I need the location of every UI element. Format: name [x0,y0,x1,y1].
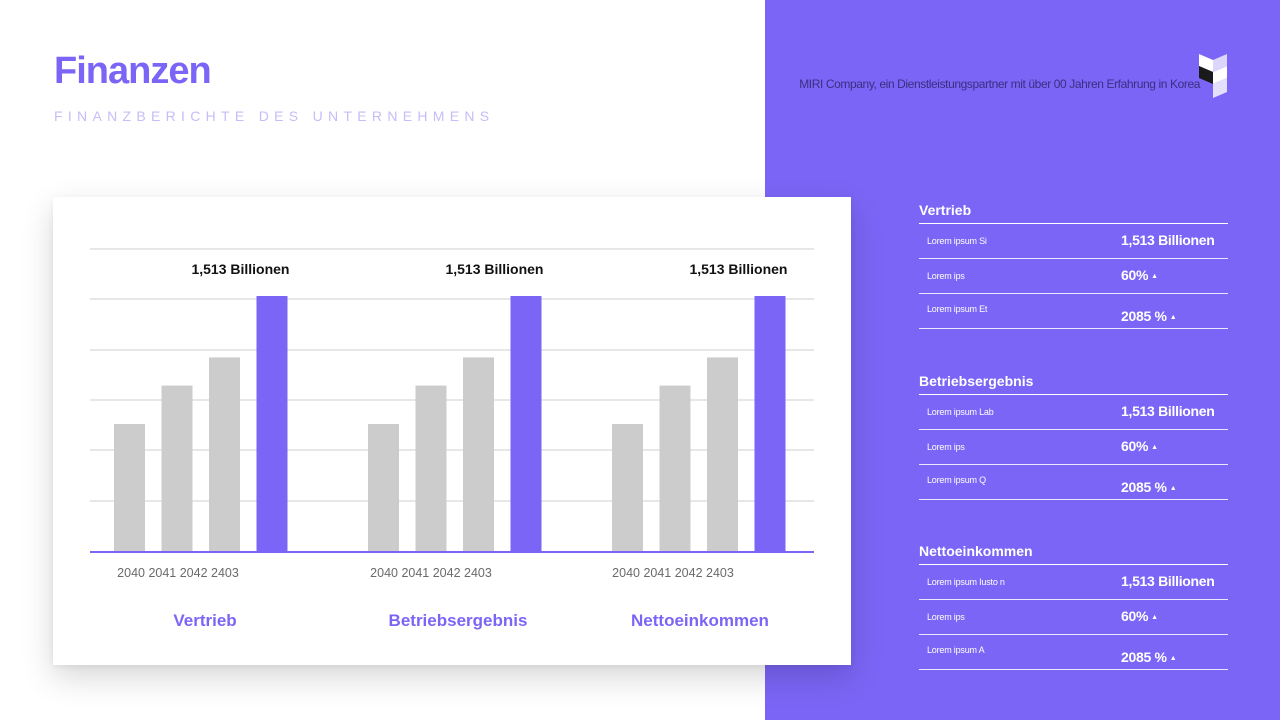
info-value-text: 2085 % [1121,479,1167,495]
info-value: 1,513 Billionen [1121,403,1218,419]
bar [754,296,786,552]
up-arrow-icon: ▲ [1169,655,1177,662]
info-label: Lorem ipsum Iusto n [927,577,1005,587]
info-section-betriebsergebnis: Betriebsergebnis Lorem ipsum Lab 1,513 B… [919,371,1228,500]
up-arrow-icon: ▲ [1151,273,1158,280]
info-value: 60% ▲ [1121,608,1158,624]
cube-logo-icon [1199,54,1227,98]
info-section-vertrieb: Vertrieb Lorem ipsum Si 1,513 Billionen … [919,200,1228,329]
bar [707,357,738,552]
bar [368,424,399,552]
info-value: 2085 % ▲ [1121,649,1177,665]
company-tagline: MIRI Company, ein Dienstleistungspartner… [799,77,1200,91]
up-arrow-icon: ▲ [1169,314,1177,321]
chart-card: 1,513 Billionen 2040 2041 2042 2403 Vertri… [53,197,851,665]
info-value-text: 1,513 Billionen [1121,232,1215,248]
info-label: Lorem ipsum Q [927,475,986,485]
info-value-text: 1,513 Billionen [1121,573,1215,589]
info-row: Lorem ipsum Lab 1,513 Billionen [919,395,1228,430]
info-row: Lorem ips 60% ▲ [919,430,1228,465]
info-row: Lorem ipsum A 2085 % ▲ [919,635,1228,670]
info-value-text: 2085 % [1121,308,1167,324]
info-value-text: 1,513 Billionen [1121,403,1215,419]
info-row: Lorem ipsum Et 2085 % ▲ [919,294,1228,329]
info-value: 1,513 Billionen [1121,232,1218,248]
tick-label-row: 2040 2041 2042 2403 [117,566,239,580]
info-row: Lorem ipsum Q 2085 % ▲ [919,465,1228,500]
info-value: 2085 % ▲ [1121,308,1177,324]
tick-label-row: 2040 2041 2042 2403 [370,566,492,580]
up-arrow-icon: ▲ [1151,614,1158,621]
data-label: 1,513 Billionen [445,261,543,277]
info-value-text: 60% [1121,438,1149,454]
info-label: Lorem ipsum Si [927,236,987,246]
bar [463,357,494,552]
data-label: 1,513 Billionen [689,261,787,277]
info-value-text: 60% [1121,608,1149,624]
section-title: Betriebsergebnis [919,371,1228,395]
bar [114,424,145,552]
up-arrow-icon: ▲ [1151,444,1158,451]
info-row: Lorem ips 60% ▲ [919,259,1228,294]
bar [510,296,542,552]
info-value: 2085 % ▲ [1121,479,1177,495]
info-label: Lorem ips [927,271,965,281]
info-value-text: 2085 % [1121,649,1167,665]
info-row: Lorem ipsum Iusto n 1,513 Billionen [919,565,1228,600]
bar [612,424,643,552]
info-label: Lorem ips [927,442,965,452]
bar-chart: 1,513 Billionen 2040 2041 2042 2403 Vertri… [90,248,814,630]
info-value: 1,513 Billionen [1121,573,1218,589]
page-subtitle: FINANZBERICHTE DES UNTERNEHMENS [54,108,495,124]
group-label: Vertrieb [173,611,236,630]
info-value: 60% ▲ [1121,267,1158,283]
data-label: 1,513 Billionen [191,261,289,277]
group-label: Betriebsergebnis [389,611,528,630]
bar [161,385,193,552]
page-title: Finanzen [54,50,212,92]
bar [415,385,447,552]
info-label: Lorem ips [927,612,965,622]
info-row: Lorem ips 60% ▲ [919,600,1228,635]
section-title: Nettoeinkommen [919,541,1228,565]
bar [209,357,240,552]
bar [256,296,288,552]
info-row: Lorem ipsum Si 1,513 Billionen [919,224,1228,259]
bar [659,385,691,552]
info-value-text: 60% [1121,267,1149,283]
info-label: Lorem ipsum Lab [927,407,994,417]
section-title: Vertrieb [919,200,1228,224]
up-arrow-icon: ▲ [1169,485,1177,492]
group-label: Nettoeinkommen [631,611,769,630]
info-section-nettoeinkommen: Nettoeinkommen Lorem ipsum Iusto n 1,513… [919,541,1228,670]
info-value: 60% ▲ [1121,438,1158,454]
tick-label-row: 2040 2041 2042 2403 [612,566,734,580]
info-label: Lorem ipsum Et [927,304,988,314]
info-label: Lorem ipsum A [927,645,985,655]
